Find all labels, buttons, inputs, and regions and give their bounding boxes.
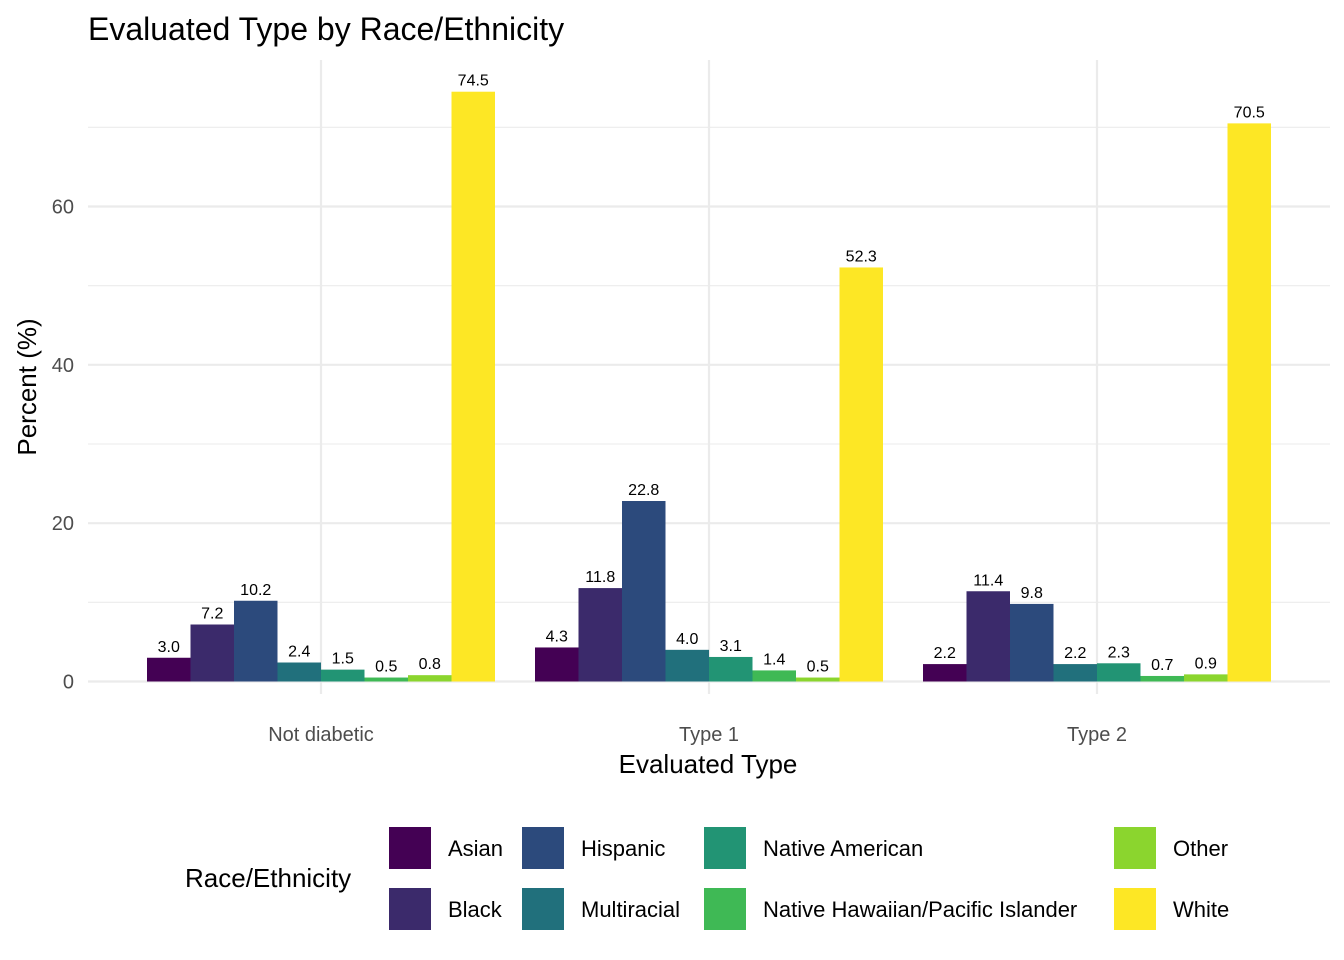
bar [147,657,191,682]
bar-value-label: 0.8 [419,656,441,673]
bar [190,624,234,682]
legend-key [522,827,564,869]
bar-value-label: 3.1 [720,638,742,655]
legend-label: Other [1173,836,1228,861]
legend-key [704,827,746,869]
legend-key [1114,888,1156,930]
legend-key [522,888,564,930]
bar [1140,675,1184,682]
bar-value-label: 70.5 [1234,104,1265,121]
bar-labels: 3.0 4.3 2.2 7.2 11.8 11.4 10.2 22.8 9.8 2.4 4.0 2.2… [158,73,1265,676]
bar-value-label: 7.2 [201,606,223,623]
bar-value-label: 4.3 [546,628,568,645]
bar-value-label: 11.8 [585,569,615,586]
gridlines [88,60,1330,694]
legend-label: Native American [763,836,923,861]
bar-value-label: 0.5 [375,659,397,676]
y-axis-title: Percent (%) [12,318,42,455]
x-axis-ticks: Not diabetic Type 1 Type 2 [268,724,1127,746]
bar-value-label: 0.9 [1195,655,1217,672]
bar-value-label: 52.3 [846,248,877,265]
bar [622,501,666,682]
legend-key [389,827,431,869]
bar [451,91,495,682]
bar-value-label: 0.5 [807,659,829,676]
y-tick-label: 60 [52,197,74,219]
y-axis-ticks: 0 20 40 60 [52,197,74,694]
bar [709,656,753,682]
bar-value-label: 3.0 [158,639,180,656]
legend-label: Native Hawaiian/Pacific Islander [763,897,1077,922]
bar [796,677,840,682]
bar-value-label: 22.8 [628,482,659,499]
bar [408,675,452,682]
bar [321,669,365,682]
bar [752,670,796,682]
bar-value-label: 10.2 [240,582,271,599]
bar-value-label: 2.4 [288,644,310,661]
legend-label: Multiracial [581,897,680,922]
legend-title: Race/Ethnicity [185,863,351,893]
bar-value-label: 0.7 [1151,657,1173,674]
bars [147,91,1271,682]
legend-key [389,888,431,930]
bar [535,647,579,682]
bar-value-label: 4.0 [676,631,698,648]
bar [665,649,709,682]
y-tick-label: 40 [52,355,74,377]
bar-value-label: 1.4 [763,651,785,668]
legend-label: Hispanic [581,836,665,861]
bar [234,600,278,682]
bar [966,591,1010,682]
bar-value-label: 74.5 [458,73,489,90]
bar-value-label: 2.3 [1108,644,1130,661]
chart-title: Evaluated Type by Race/Ethnicity [88,11,564,47]
x-tick-label: Not diabetic [268,724,374,746]
bar-value-label: 2.2 [934,645,956,662]
bar [839,267,883,682]
bar-value-label: 9.8 [1021,585,1043,602]
bar [1053,664,1097,682]
legend-label: Black [448,897,503,922]
bar [923,664,967,682]
legend-label: Asian [448,836,503,861]
y-tick-label: 20 [52,513,74,535]
bar [1227,123,1271,682]
bar [364,677,408,682]
legend-key [1114,827,1156,869]
x-tick-label: Type 2 [1067,724,1127,746]
x-axis-title: Evaluated Type [619,749,798,779]
bar-value-label: 2.2 [1064,645,1086,662]
bar [1184,674,1228,682]
legend: Race/Ethnicity Asian Black Hispanic Multira… [185,827,1229,930]
bar [1097,663,1141,682]
bar-value-label: 1.5 [332,651,354,668]
x-tick-label: Type 1 [679,724,739,746]
bar-value-label: 11.4 [973,572,1003,589]
bar [578,588,622,682]
bar [277,662,321,682]
bar [1010,603,1054,682]
y-tick-label: 0 [63,672,74,694]
legend-label: White [1173,897,1229,922]
legend-key [704,888,746,930]
